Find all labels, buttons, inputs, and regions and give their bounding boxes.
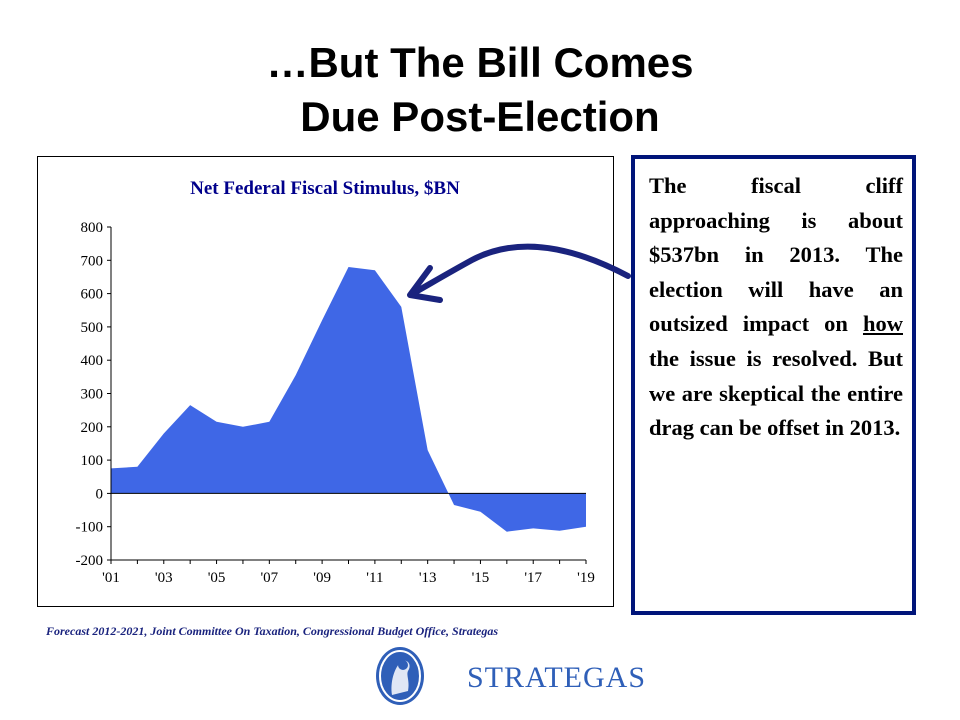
- x-tick-label: '05: [208, 570, 226, 586]
- logo-wordmark: STRATEGAS: [467, 661, 647, 694]
- y-tick-label: -100: [76, 520, 104, 536]
- x-tick-label: '11: [366, 570, 383, 586]
- x-tick-label: '17: [524, 570, 542, 586]
- x-tick-label: '01: [102, 570, 120, 586]
- y-tick-label: -200: [76, 553, 104, 569]
- y-tick-label: 300: [81, 387, 104, 403]
- chart-title: Net Federal Fiscal Stimulus, $BN: [190, 178, 460, 199]
- y-tick-label: 100: [81, 453, 104, 469]
- stimulus-area: [111, 266, 586, 532]
- seal-icon: [376, 647, 424, 705]
- strategas-logo: STRATEGAS: [372, 645, 645, 707]
- y-tick-label: 600: [81, 287, 104, 303]
- commentary-text-part1: The fiscal cliff approaching is about $5…: [649, 173, 903, 337]
- source-note: Forecast 2012-2021, Joint Committee On T…: [46, 624, 499, 638]
- chart-frame: Net Federal Fiscal Stimulus, $BN 800 700 6…: [37, 156, 614, 607]
- fiscal-stimulus-chart: Net Federal Fiscal Stimulus, $BN 800 700 6…: [76, 178, 595, 586]
- x-tick-label: '15: [472, 570, 490, 586]
- x-tick-label: '07: [260, 570, 278, 586]
- x-tick-label: '09: [313, 570, 331, 586]
- commentary-box: The fiscal cliff approaching is about $5…: [631, 155, 916, 615]
- commentary-text-part2: the issue is resolved. But we are skepti…: [649, 345, 903, 441]
- commentary-text-underlined: how: [862, 311, 903, 337]
- y-tick-label: 200: [81, 420, 104, 436]
- y-tick-label: 800: [81, 220, 104, 236]
- y-tick-label: 700: [81, 253, 104, 269]
- y-tick-label: 500: [81, 320, 104, 336]
- commentary-text: The fiscal cliff approaching is about $5…: [649, 169, 903, 446]
- slide-title-line1: …But The Bill Comes: [266, 39, 694, 86]
- x-tick-label: '13: [419, 570, 437, 586]
- x-tick-label: '19: [577, 570, 595, 586]
- slide-title-line2: Due Post-Election: [300, 93, 660, 140]
- x-tick-label: '03: [155, 570, 173, 586]
- y-tick-label: 400: [81, 353, 104, 369]
- y-tick-label: 0: [96, 486, 104, 502]
